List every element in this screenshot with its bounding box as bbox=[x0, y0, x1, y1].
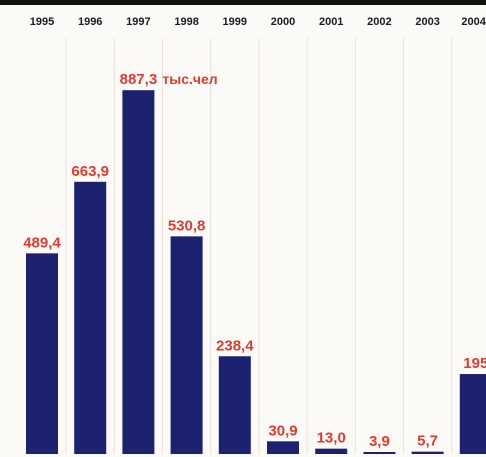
bar-1998 bbox=[170, 236, 203, 454]
top-strip bbox=[0, 0, 486, 5]
bars bbox=[26, 90, 486, 454]
value-label: 489,4 bbox=[23, 234, 61, 251]
year-label: 1996 bbox=[78, 16, 102, 28]
value-label: 3,9 bbox=[369, 433, 390, 450]
unit-label: тыс.чел bbox=[162, 71, 217, 87]
bar-2003 bbox=[411, 451, 444, 454]
value-label: 238,4 bbox=[216, 337, 254, 354]
year-label: 2001 bbox=[319, 16, 343, 28]
value-label: 30,9 bbox=[268, 422, 297, 439]
bar-1997 bbox=[122, 90, 155, 454]
bar-1995 bbox=[26, 253, 58, 454]
value-label: 663,9 bbox=[71, 163, 109, 180]
value-label: 887,3 bbox=[120, 71, 158, 88]
value-label: 5,7 bbox=[417, 433, 438, 450]
year-label: 1997 bbox=[126, 16, 150, 28]
year-label: 2002 bbox=[367, 16, 391, 28]
year-label: 2004* bbox=[461, 16, 486, 28]
value-label: 530,8 bbox=[168, 217, 206, 234]
year-labels: 1995 1996 1997 1998 1999 2000 2001 2002 2003 2004… bbox=[30, 16, 486, 28]
year-label: 1998 bbox=[174, 16, 198, 28]
bar-2000 bbox=[267, 441, 299, 454]
bar-1996 bbox=[74, 181, 107, 454]
year-label: 1999 bbox=[223, 16, 247, 28]
bar-2004 bbox=[459, 374, 486, 454]
grid-lines bbox=[65, 38, 453, 454]
bar-2002 bbox=[363, 452, 396, 454]
year-label: 2000 bbox=[271, 16, 295, 28]
value-label: 195 bbox=[463, 355, 486, 372]
year-label: 2003 bbox=[415, 16, 439, 28]
bar-2001 bbox=[315, 448, 348, 454]
bar-1999 bbox=[218, 356, 251, 454]
value-label: 13,0 bbox=[317, 430, 346, 447]
year-label: 1995 bbox=[30, 16, 54, 28]
value-labels: 489,4 663,9 887,3 тыс.чел 530,8 238,4 30,9 13,0… bbox=[23, 71, 486, 450]
